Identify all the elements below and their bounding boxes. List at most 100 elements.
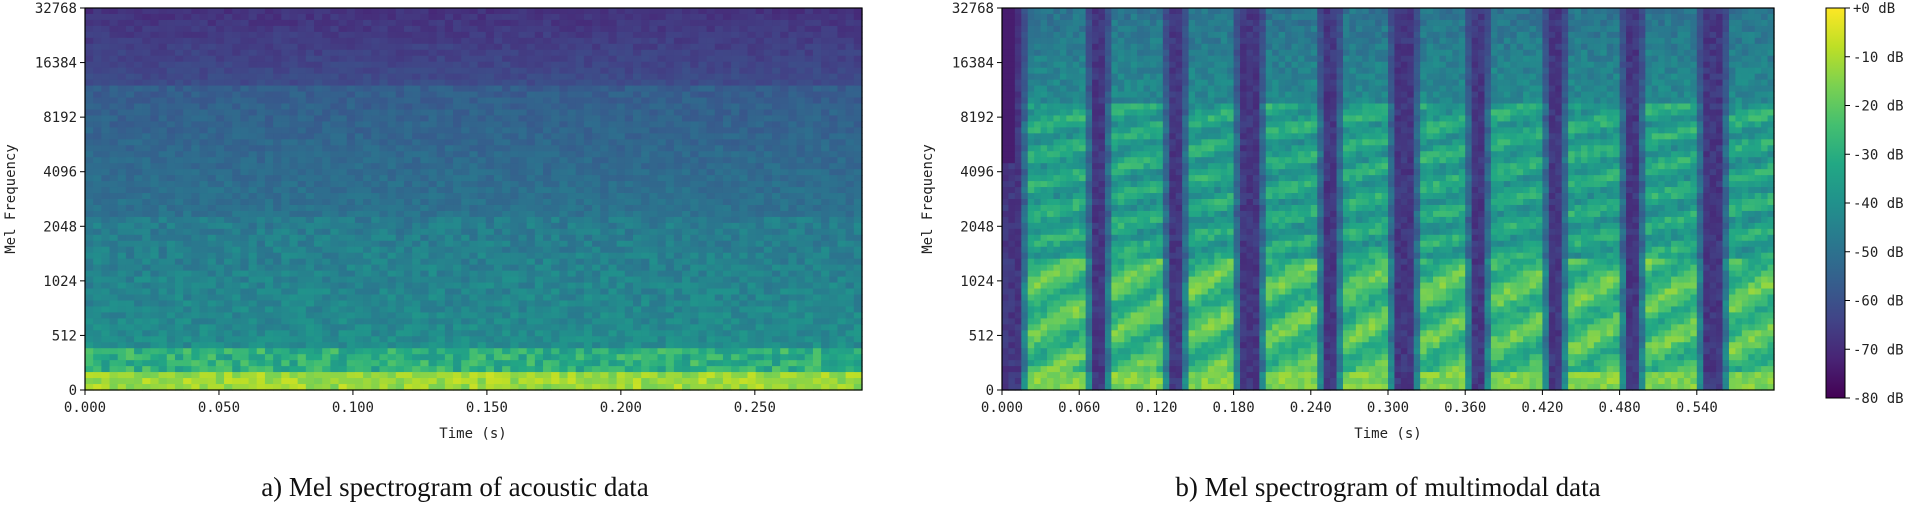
heatmap-a-cell: [543, 259, 552, 266]
heatmap-a-cell: [85, 92, 94, 99]
heatmap-a-cell: [674, 312, 683, 319]
heatmap-a-cell: [110, 193, 119, 200]
heatmap-a-cell: [289, 211, 298, 218]
heatmap-a-cell: [551, 163, 560, 170]
heatmap-a-cell: [551, 253, 560, 260]
heatmap-a-cell: [412, 115, 421, 122]
heatmap-a-cell: [412, 38, 421, 45]
heatmap-a-cell: [175, 295, 184, 302]
heatmap-a-cell: [306, 80, 315, 87]
heatmap-a-cell: [666, 289, 675, 296]
heatmap-a-cell: [715, 109, 724, 116]
heatmap-a-cell: [494, 115, 503, 122]
heatmap-a-cell: [518, 133, 527, 140]
heatmap-a-cell: [527, 14, 536, 21]
heatmap-a-cell: [788, 145, 797, 152]
heatmap-a-cell: [576, 20, 585, 27]
heatmap-a-cell: [551, 277, 560, 284]
heatmap-a-cell: [404, 265, 413, 272]
heatmap-a-cell: [249, 26, 258, 33]
heatmap-a-cell: [494, 253, 503, 260]
heatmap-a-cell: [240, 14, 249, 21]
heatmap-a-cell: [625, 98, 634, 105]
heatmap-a-cell: [478, 169, 487, 176]
heatmap-a-cell: [707, 139, 716, 146]
heatmap-a-cell: [200, 300, 209, 307]
heatmap-a-cell: [608, 193, 617, 200]
heatmap-a-cell: [257, 217, 266, 224]
heatmap-a-cell: [600, 229, 609, 236]
heatmap-a-cell: [527, 229, 536, 236]
heatmap-a-cell: [682, 205, 691, 212]
heatmap-a-cell: [322, 38, 331, 45]
heatmap-a-cell: [322, 283, 331, 290]
heatmap-a-cell: [142, 145, 151, 152]
heatmap-a-cell: [502, 109, 511, 116]
heatmap-a-cell: [167, 181, 176, 188]
heatmap-a-cell: [273, 20, 282, 27]
heatmap-a-cell: [412, 157, 421, 164]
heatmap-a-cell: [371, 306, 380, 313]
heatmap-a-cell: [756, 115, 765, 122]
heatmap-a-cell: [837, 151, 846, 158]
heatmap-a-cell: [453, 74, 462, 81]
heatmap-a-cell: [306, 109, 315, 116]
heatmap-a-cell: [707, 26, 716, 33]
heatmap-a-cell: [191, 151, 200, 158]
heatmap-a-cell: [502, 211, 511, 218]
heatmap-a-cell: [837, 193, 846, 200]
heatmap-a-cell: [494, 157, 503, 164]
heatmap-a-cell: [674, 300, 683, 307]
heatmap-a-cell: [494, 74, 503, 81]
heatmap-a-cell: [551, 109, 560, 116]
heatmap-a-cell: [363, 318, 372, 325]
heatmap-a-cell: [649, 14, 658, 21]
heatmap-a-cell: [191, 74, 200, 81]
heatmap-a-cell: [93, 157, 102, 164]
heatmap-a-cell: [150, 68, 159, 75]
heatmap-a-cell: [420, 50, 429, 57]
heatmap-a-cell: [510, 151, 519, 158]
heatmap-a-cell: [412, 151, 421, 158]
heatmap-a-cell: [216, 8, 225, 15]
heatmap-a-cell: [363, 312, 372, 319]
heatmap-a-cell: [535, 217, 544, 224]
heatmap-a-cell: [494, 247, 503, 254]
heatmap-a-cell: [363, 8, 372, 15]
heatmap-a-cell: [682, 300, 691, 307]
heatmap-a-cell: [330, 44, 339, 51]
heatmap-a-cell: [854, 157, 863, 164]
heatmap-a-cell: [690, 229, 699, 236]
heatmap-a-cell: [600, 56, 609, 63]
heatmap-a-cell: [576, 145, 585, 152]
heatmap-a-cell: [559, 223, 568, 230]
heatmap-a-cell: [568, 133, 577, 140]
heatmap-a-cell: [453, 181, 462, 188]
heatmap-a-cell: [175, 44, 184, 51]
heatmap-a-cell: [739, 283, 748, 290]
heatmap-a-cell: [846, 151, 855, 158]
heatmap-a-cell: [224, 127, 233, 134]
heatmap-a-cell: [543, 169, 552, 176]
heatmap-a-cell: [314, 127, 323, 134]
heatmap-a-cell: [658, 163, 667, 170]
heatmap-a-cell: [510, 163, 519, 170]
heatmap-a-cell: [200, 169, 209, 176]
heatmap-a-cell: [298, 68, 307, 75]
heatmap-a-cell: [429, 86, 438, 93]
heatmap-a-cell: [339, 127, 348, 134]
heatmap-a-cell: [85, 104, 94, 111]
heatmap-a-cell: [731, 133, 740, 140]
heatmap-a-cell: [518, 121, 527, 128]
heatmap-a-cell: [191, 306, 200, 313]
heatmap-a-cell: [371, 151, 380, 158]
heatmap-a-cell: [265, 56, 274, 63]
heatmap-a-cell: [486, 44, 495, 51]
heatmap-a-cell: [805, 193, 814, 200]
heatmap-a-cell: [829, 8, 838, 15]
heatmap-a-cell: [404, 8, 413, 15]
heatmap-a-cell: [469, 300, 478, 307]
heatmap-a-cell: [600, 235, 609, 242]
heatmap-a-cell: [690, 247, 699, 254]
heatmap-a-cell: [731, 306, 740, 313]
